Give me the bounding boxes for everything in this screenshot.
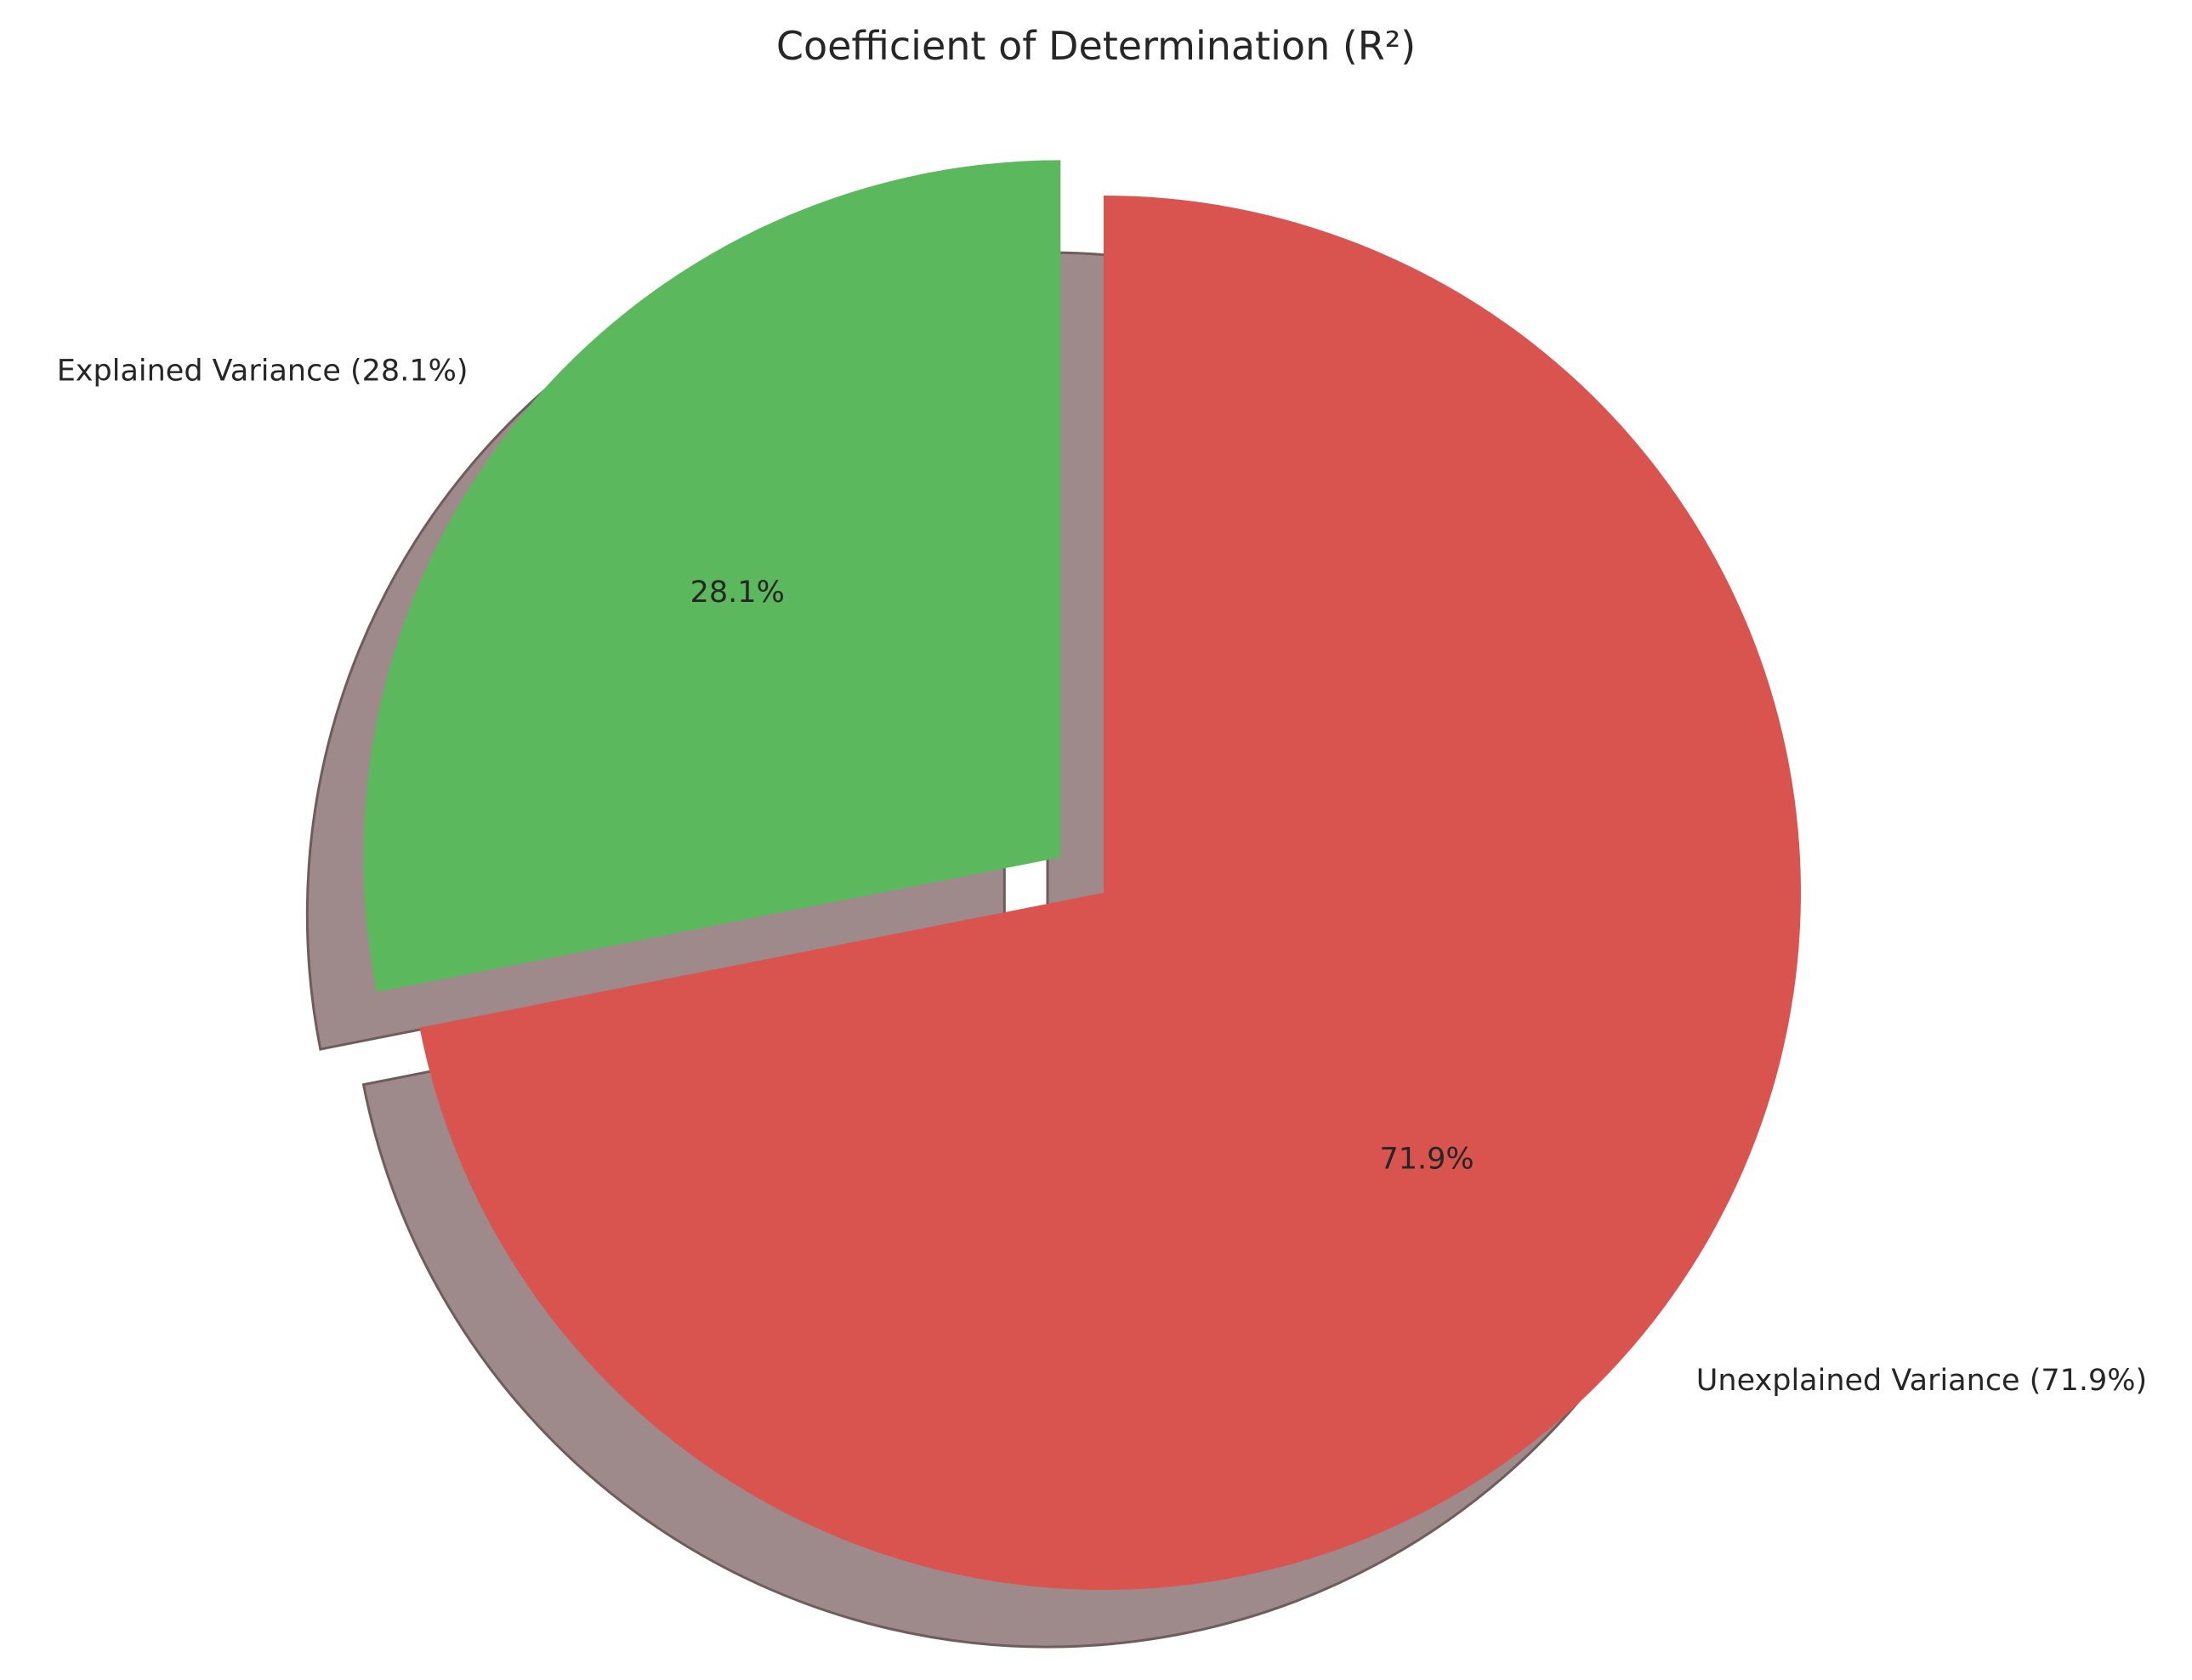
pct-label-explained-variance: 28.1%: [690, 576, 785, 610]
pie-slices: [363, 160, 1802, 1590]
slice-unexplained-variance[interactable]: [419, 196, 1802, 1590]
chart-title: Coefficient of Determination (R²): [776, 23, 1416, 69]
slice-explained-variance[interactable]: [363, 160, 1061, 993]
slice-label-unexplained-variance: Unexplained Variance (71.9%): [1696, 1364, 2147, 1398]
slice-label-explained-variance: Explained Variance (28.1%): [57, 355, 468, 389]
slice-labels: 71.9% Unexplained Variance (71.9%) 28.1% Ex…: [57, 355, 2148, 1398]
pct-label-unexplained-variance: 71.9%: [1379, 1142, 1474, 1176]
